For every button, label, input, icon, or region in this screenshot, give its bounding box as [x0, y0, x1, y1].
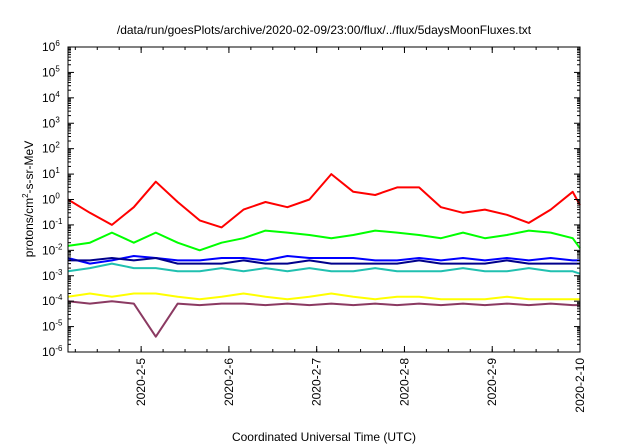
y-tick-label-exponent: 4: [55, 90, 60, 99]
y-tick-label-exponent: 1: [55, 166, 60, 175]
x-axis: 2020-2-5 2020-2-6 2020-2-7 2020-2-8 2020-2-9…: [74, 47, 587, 413]
series-line: [68, 257, 580, 265]
y-tick-label-exponent: 0: [55, 192, 60, 201]
y-tick-label: 103: [42, 115, 60, 130]
y-tick-label-base: 10: [42, 193, 56, 207]
y-tick-label-exponent: -2: [55, 242, 63, 251]
y-tick-label: 10-5: [42, 319, 63, 334]
y-tick-label-base: 10: [42, 243, 56, 257]
y-tick-label: 10-6: [42, 344, 63, 359]
series-line: [67, 300, 580, 338]
x-tick-label: 2020-2-9: [485, 358, 499, 406]
y-tick-label-base: 10: [42, 65, 56, 79]
y-axis-title-superscript: 2: [21, 193, 30, 198]
y-tick-label-exponent: -5: [55, 319, 63, 328]
plot-frame: [67, 46, 581, 353]
y-tick-label-base: 10: [42, 142, 56, 156]
y-tick-label-base: 10: [42, 320, 56, 334]
y-tick-label-base: 10: [42, 167, 56, 181]
y-tick-label-base: 10: [42, 40, 56, 54]
x-tick-label: 2020-2-6: [222, 358, 236, 406]
x-tick-label: 2020-2-10: [573, 358, 587, 413]
y-tick-label-base: 10: [42, 269, 56, 283]
y-tick-label-exponent: -4: [55, 293, 63, 302]
series-line: [67, 292, 580, 301]
y-tick-label-exponent: 5: [55, 64, 60, 73]
series-line: [67, 173, 581, 229]
x-tick-label: 2020-2-5: [134, 358, 148, 406]
series-line: [67, 229, 581, 252]
x-tick-label: 2020-2-7: [310, 358, 324, 406]
y-tick-label-base: 10: [42, 294, 56, 308]
y-tick-label-exponent: -6: [55, 344, 63, 353]
y-tick-label: 106: [42, 39, 60, 54]
y-tick-label: 105: [42, 64, 60, 79]
y-tick-label-exponent: 2: [55, 141, 60, 150]
y-axis-title: protons/cm2-s-sr-MeV: [21, 141, 36, 257]
x-tick-label: 2020-2-8: [397, 358, 411, 406]
y-axis-title-rest: -s-sr-MeV: [22, 141, 36, 194]
y-tick-label-exponent: -1: [55, 217, 63, 226]
plot-series: [67, 173, 581, 338]
y-tick-label-base: 10: [42, 116, 56, 130]
chart-title: /data/run/goesPlots/archive/2020-02-09/2…: [117, 23, 532, 37]
y-tick-label: 10-2: [42, 242, 63, 257]
y-tick-label: 101: [42, 166, 60, 181]
y-tick-label: 100: [42, 192, 60, 207]
y-tick-label-exponent: 3: [55, 115, 60, 124]
y-tick-label-base: 10: [42, 218, 56, 232]
y-tick-label-base: 10: [42, 345, 56, 359]
y-tick-label-exponent: -3: [55, 268, 63, 277]
y-axis-title-base: protons/cm: [22, 198, 36, 257]
y-tick-label: 10-4: [42, 293, 63, 308]
series-line: [67, 262, 581, 275]
x-axis-title: Coordinated Universal Time (UTC): [232, 430, 416, 444]
y-tick-label: 10-3: [42, 268, 63, 283]
y-tick-label: 10-1: [42, 217, 63, 232]
y-tick-label: 104: [42, 90, 60, 105]
y-tick-label-exponent: 6: [55, 39, 60, 48]
y-tick-label: 102: [42, 141, 60, 156]
y-axis: 10-610-510-410-310-210-11001011021031041…: [42, 39, 580, 359]
y-tick-label-base: 10: [42, 91, 56, 105]
